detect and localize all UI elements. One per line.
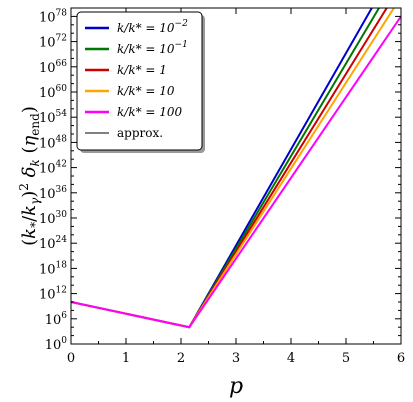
y-tick-label: 1060 (39, 84, 67, 101)
legend-label-5: approx. (117, 126, 163, 140)
y-tick-label: 1012 (39, 286, 67, 303)
legend-label-4: k/k* = 100 (117, 105, 183, 119)
tick-layer: 0 1 2 3 4 5 6 100 106 1012 1018 1024 1030 1036 1042 104… (39, 7, 405, 366)
x-tick-label: 1 (122, 351, 130, 366)
x-tick-label: 2 (177, 351, 185, 366)
svg-text:(k*/kγ)2 δk (ηend): (k*/kγ)2 δk (ηend) (17, 106, 42, 246)
series-line-4 (71, 15, 401, 329)
legend-label-2: k/k* = 1 (117, 63, 167, 77)
y-tick-label: 1030 (39, 210, 67, 227)
y-axis-label: (k*/kγ)2 δk (ηend) (17, 106, 42, 246)
x-tick-label: 0 (67, 351, 75, 366)
y-tick-label: 1024 (39, 235, 67, 252)
y-tick-label: 1036 (39, 185, 67, 202)
y-tick-label: 1072 (39, 34, 67, 51)
y-tick-label: 1066 (39, 59, 67, 76)
legend-label-1: k/k* = 10−1 (117, 40, 188, 56)
x-tick-label: 6 (397, 351, 405, 366)
legend-label-3: k/k* = 10 (117, 84, 175, 98)
x-axis-label: p (229, 374, 243, 399)
legend: k/k* = 10−2 k/k* = 10−1 k/k* = 1 k/k* = 10 k… (76, 11, 205, 153)
y-tick-label: 1048 (39, 134, 67, 151)
legend-label-0: k/k* = 10−2 (117, 19, 188, 35)
x-tick-label: 5 (342, 351, 350, 366)
y-tick-label: 100 (45, 336, 68, 353)
y-tick-label: 1078 (39, 8, 67, 25)
y-tick-label: 1042 (39, 160, 67, 177)
series-layer (71, 8, 401, 329)
x-tick-label: 3 (232, 351, 240, 366)
y-tick-label: 1018 (39, 260, 67, 277)
legend-box (76, 11, 203, 151)
y-tick-label: 1054 (39, 109, 67, 126)
y-tick-label: 106 (45, 311, 68, 328)
x-tick-label: 4 (287, 351, 295, 366)
